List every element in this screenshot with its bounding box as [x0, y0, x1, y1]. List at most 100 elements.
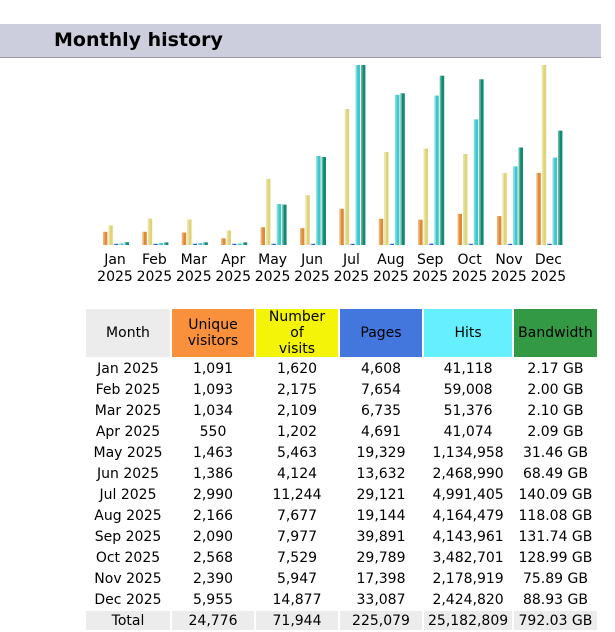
unique-visitors-bar-oct [457, 213, 462, 245]
cell-pages: 39,891 [356, 528, 406, 545]
x-tick-year-label: 2025 [452, 269, 488, 285]
monthly-history-chart: Jan2025Feb2025Mar2025Apr2025May2025Jun20… [97, 65, 567, 285]
table-row: Jun 2025 1,386 4,124 13,632 2,468,990 68.49 G… [86, 464, 597, 483]
hits-bar-mar [198, 243, 203, 245]
pages-bar-may [271, 243, 276, 245]
x-tick-month-label: Mar [181, 252, 208, 268]
cell-month: Dec 2025 [94, 591, 162, 608]
x-tick-year-label: 2025 [412, 269, 448, 285]
cell-unique-visitors: 2,166 [192, 507, 234, 524]
table-total-row: Total 24,776 71,944 225,079 25,182,809 792.03… [86, 611, 597, 630]
cell-pages: 13,632 [356, 465, 406, 482]
pages-bar-dec [547, 243, 552, 245]
cell-visits: 5,463 [276, 444, 318, 461]
cell-month: Nov 2025 [94, 570, 162, 587]
hits-bar-jan [119, 243, 124, 245]
hits-bar-highlight [237, 243, 239, 245]
unique-visitors-bar-highlight [457, 213, 460, 245]
cell-hits: 4,164,479 [432, 507, 504, 524]
pages-bar-jun [310, 243, 316, 245]
bandwidth-bar-apr [242, 242, 248, 245]
unique-visitors-bar-dec [536, 172, 541, 245]
pages-bar-jul [350, 243, 355, 245]
monthly-stats-table: Month Unique visitors Number of visits Pag… [84, 307, 599, 632]
unique-visitors-bar-may [260, 227, 265, 245]
pages-bar-highlight [429, 243, 431, 245]
cell-pages: 7,654 [360, 381, 402, 398]
total-cell-bandwidth: 792.03 GB [514, 611, 597, 630]
visits-bar-highlight [108, 225, 110, 245]
pages-bar-jan [113, 243, 119, 245]
cell-pages: 29,789 [356, 549, 406, 566]
hits-bar-highlight [119, 243, 121, 245]
x-tick-month-label: Jun [300, 252, 323, 268]
bandwidth-bar-aug [400, 93, 405, 245]
cell-hits: 59,008 [443, 381, 493, 398]
pages-bar-oct [468, 243, 473, 245]
visits-bar-highlight [344, 109, 347, 245]
x-tick-year-label: 2025 [215, 269, 251, 285]
cell-visits: 7,529 [276, 549, 318, 566]
cell-pages: 6,735 [360, 402, 402, 419]
cell-bandwidth: 2.17 GB [527, 360, 584, 377]
cell-visits: 5,947 [276, 570, 318, 587]
x-tick-month-label: Oct [457, 252, 482, 268]
cell-visits: 14,877 [272, 591, 322, 608]
pages-bar-highlight [232, 243, 234, 245]
bandwidth-bar-may [282, 204, 287, 245]
hits-bar-highlight [552, 157, 555, 245]
cell-bandwidth: 2.09 GB [527, 423, 584, 440]
cell-month: Jul 2025 [99, 486, 157, 503]
cell-unique-visitors: 2,390 [192, 570, 234, 587]
x-tick-month-label: Apr [221, 252, 245, 268]
unique-visitors-bar-aug [378, 218, 384, 245]
bandwidth-bar-jan [124, 242, 129, 245]
pages-bar-highlight [192, 243, 195, 245]
table-row: Mar 2025 1,034 2,109 6,735 51,376 2.10 GB [86, 401, 597, 420]
cell-bandwidth: 140.09 GB [518, 486, 593, 503]
cell-unique-visitors: 2,990 [192, 486, 234, 503]
cell-unique-visitors: 1,091 [192, 360, 234, 377]
cell-visits: 7,977 [276, 528, 318, 545]
pages-bar-highlight [271, 243, 273, 245]
bandwidth-bar-highlight [282, 204, 284, 245]
hits-bar-sep [434, 95, 439, 245]
cell-month: Apr 2025 [95, 423, 161, 440]
cell-bandwidth: 2.10 GB [527, 402, 584, 419]
unique-visitors-bar-highlight [378, 218, 381, 245]
unique-visitors-bar-feb [142, 231, 147, 245]
pages-bar-highlight [547, 243, 549, 245]
cell-hits: 51,376 [443, 402, 493, 419]
cell-hits: 1,134,958 [432, 444, 504, 461]
header-bandwidth: Bandwidth [514, 309, 597, 357]
pages-bar-feb [153, 243, 158, 245]
pages-bar-highlight [389, 243, 392, 245]
cell-visits: 1,620 [276, 360, 318, 377]
pages-bar-highlight [310, 243, 313, 245]
hits-bar-highlight [434, 95, 436, 245]
cell-pages: 4,691 [360, 423, 402, 440]
hits-bar-dec [552, 157, 557, 245]
visits-bar-highlight [226, 230, 229, 245]
hits-bar-feb [158, 242, 163, 245]
hits-bar-jul [355, 65, 360, 245]
pages-bar-highlight [468, 243, 470, 245]
unique-visitors-bar-apr [221, 238, 226, 245]
pages-bar-mar [192, 243, 197, 245]
cell-unique-visitors: 1,034 [192, 402, 234, 419]
table-header-row: Month Unique visitors Number of visits Pag… [86, 309, 597, 357]
x-tick-year-label: 2025 [531, 269, 567, 285]
cell-unique-visitors: 550 [199, 423, 227, 440]
visits-bar-highlight [187, 219, 189, 245]
table-row: Oct 2025 2,568 7,529 29,789 3,482,701 128.99 … [86, 548, 597, 567]
x-tick-year-label: 2025 [176, 269, 212, 285]
cell-month: Feb 2025 [95, 381, 161, 398]
section-header: Monthly history [0, 24, 601, 58]
x-tick-month-label: Feb [142, 252, 167, 268]
table-row: May 2025 1,463 5,463 19,329 1,134,958 31.46 G… [86, 443, 597, 462]
cell-visits: 1,202 [276, 423, 318, 440]
cell-unique-visitors: 1,463 [192, 444, 234, 461]
bandwidth-bar-nov [518, 147, 523, 245]
unique-visitors-bar-sep [418, 219, 423, 245]
header-unique-visitors: Unique visitors [172, 309, 254, 357]
